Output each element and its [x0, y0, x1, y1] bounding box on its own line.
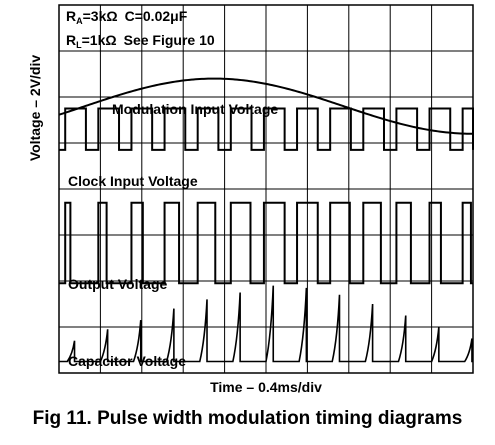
- series-label-capacitor: Capacitor Voltage: [68, 353, 186, 369]
- trace-output: [59, 201, 473, 285]
- plot-traces: [58, 77, 474, 363]
- series-label-modulation: Modulation Input Voltage: [112, 101, 278, 117]
- rl-symbol: R: [66, 32, 76, 48]
- ra-subscript: A: [76, 16, 83, 26]
- ra-value: =3kΩ: [83, 8, 118, 24]
- rl-subscript: L: [76, 40, 82, 50]
- series-label-clock: Clock Input Voltage: [68, 173, 198, 189]
- series-label-output: Output Voltage: [68, 276, 167, 292]
- figure-caption: Fig 11. Pulse width modulation timing di…: [32, 408, 463, 429]
- see-figure: See Figure 10: [124, 32, 215, 48]
- x-axis-label: Time – 0.4ms/div: [210, 379, 322, 395]
- trace-clock-input: [59, 107, 474, 151]
- y-axis-label: Voltage – 2V/div: [27, 55, 43, 162]
- param-line-2: RL=1kΩ See Figure 10: [66, 32, 215, 50]
- c-value: C=0.02μF: [125, 8, 188, 24]
- param-line-1: RA=3kΩ C=0.02μF: [66, 8, 188, 26]
- ra-symbol: R: [66, 8, 76, 24]
- plot-grid: [58, 4, 474, 374]
- trace-capacitor: [59, 285, 473, 363]
- trace-modulation-input: [58, 77, 474, 135]
- rl-value: =1kΩ: [82, 32, 117, 48]
